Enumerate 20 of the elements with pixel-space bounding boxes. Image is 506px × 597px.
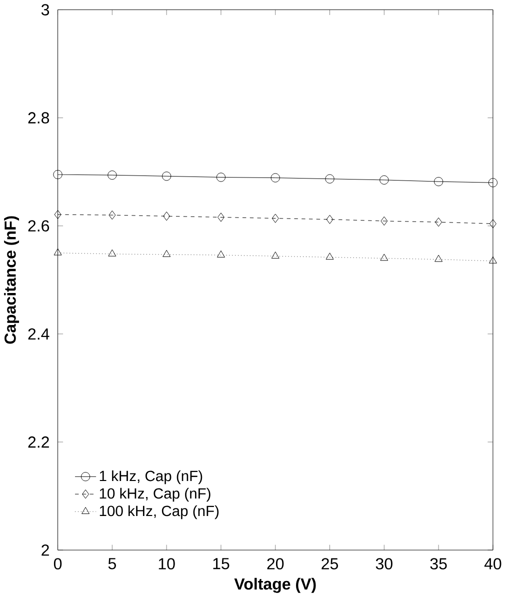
x-tick-label: 35 bbox=[430, 558, 447, 570]
y-tick-label: 2.6 bbox=[28, 220, 50, 232]
x-tick-label: 0 bbox=[54, 558, 62, 570]
y-tick-label: 2.4 bbox=[28, 328, 50, 340]
x-tick-label: 20 bbox=[267, 558, 284, 570]
legend-label: 100 kHz, Cap (nF) bbox=[100, 505, 219, 520]
x-axis-title: Voltage (V) bbox=[234, 578, 316, 593]
legend-label: 10 kHz, Cap (nF) bbox=[100, 488, 210, 502]
x-tick-label: 15 bbox=[213, 558, 230, 570]
y-axis-title: Capacitance (nF) bbox=[4, 216, 20, 344]
x-tick-label: 10 bbox=[158, 558, 175, 570]
x-tick-label: 30 bbox=[376, 558, 392, 570]
x-tick-label: 40 bbox=[484, 558, 502, 570]
legend-label: 1 kHz, Cap (nF) bbox=[100, 470, 202, 484]
x-tick-label: 25 bbox=[322, 558, 338, 570]
x-tick-label: 5 bbox=[108, 558, 116, 570]
y-tick-label: 3 bbox=[41, 4, 50, 16]
y-tick-label: 2.8 bbox=[28, 112, 50, 124]
y-tick-label: 2.2 bbox=[28, 436, 49, 448]
y-tick-label: 2 bbox=[42, 544, 49, 556]
